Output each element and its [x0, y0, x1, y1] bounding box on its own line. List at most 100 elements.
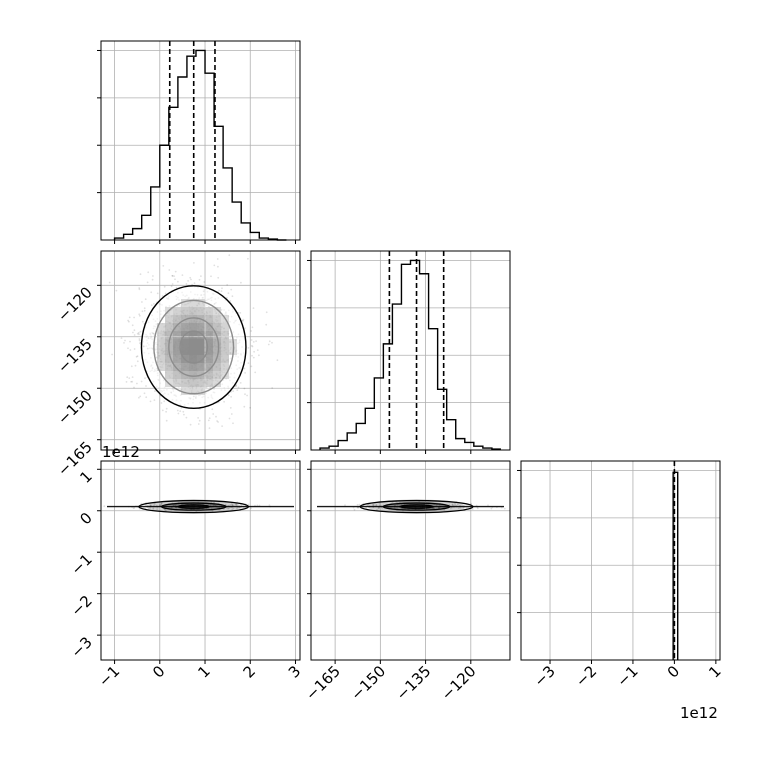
scatter-1-0-point [139, 330, 142, 333]
scatter-1-0-point [156, 292, 159, 295]
scatter-1-0-point [131, 380, 134, 383]
scatter-1-0-point [185, 416, 188, 419]
scatter-1-0-point [133, 334, 136, 336]
scatter-1-0-point [237, 386, 240, 389]
scatter-1-0-point [168, 269, 171, 271]
scatter-1-0-point [242, 318, 245, 321]
scatter-2-0-contour-2 [178, 504, 210, 509]
scatter-2-0-point [250, 507, 253, 510]
scatter-1-0-point [227, 394, 230, 397]
scatter-1-0-point [247, 362, 250, 364]
scatter-1-0-point [120, 337, 123, 339]
scatter-2-1-point [462, 507, 465, 509]
scatter-1-0-point [170, 285, 173, 288]
x-tick-label: −3 [530, 662, 558, 690]
scatter-1-0-point [190, 278, 192, 281]
scatter-2-1-point [375, 504, 378, 506]
scatter-1-0-point [130, 365, 133, 368]
x-offset-label: 1e12 [680, 704, 718, 722]
scatter-1-0-point [108, 281, 111, 284]
scatter-1-0-point [133, 329, 136, 332]
scatter-2-0-point [227, 507, 230, 510]
scatter-1-0-point [139, 395, 142, 398]
scatter-1-0-point [171, 275, 174, 277]
scatter-1-0-point [127, 319, 129, 322]
scatter-1-0-point [239, 312, 242, 314]
scatter-2-0-point [210, 501, 213, 504]
scatter-1-0 [108, 254, 279, 429]
scatter-1-0-point [217, 421, 220, 423]
scatter-1-0-point [135, 355, 138, 358]
scatter-2-0-point [234, 503, 237, 506]
scatter-1-0-point [250, 339, 253, 341]
scatter-1-0-point [111, 353, 113, 356]
scatter-1-0-point [143, 309, 146, 312]
scatter-1-0-point [208, 427, 211, 429]
scatter-2-0-point [228, 507, 230, 510]
x-tick-label: −2 [572, 662, 600, 690]
scatter-1-0-point [235, 384, 238, 387]
scatter-2-0-point [160, 503, 163, 505]
scatter-2-1-point [430, 507, 433, 510]
x-tick-label: −1 [95, 662, 123, 690]
scatter-2-0-point [153, 502, 156, 505]
scatter-1-0-point [251, 345, 254, 348]
scatter-2-1-point [431, 507, 434, 509]
scatter-1-0-point [256, 349, 259, 351]
scatter-2-0-point [170, 507, 173, 509]
scatter-2-0-contour-1 [160, 502, 227, 511]
scatter-1-0-point [271, 341, 273, 344]
scatter-1-0-point [127, 347, 129, 350]
scatter-2-0-point [207, 503, 210, 506]
scatter-1-0-point [220, 290, 223, 292]
scatter-2-1-point [400, 507, 402, 509]
scatter-1-0-point [147, 271, 150, 274]
x-tick-label: −135 [393, 662, 435, 704]
scatter-1-0-point [207, 419, 210, 422]
scatter-1-0-point [126, 376, 129, 379]
scatter-1-0-point [244, 327, 246, 329]
scatter-1-0-point [258, 354, 260, 357]
scatter-2-1-point [378, 502, 381, 505]
scatter-1-0-point [132, 331, 134, 334]
scatter-1-0-point [210, 275, 212, 278]
scatter-2-0-point [132, 507, 135, 510]
scatter-1-0-point [164, 292, 167, 295]
scatter-1-0-point [240, 281, 242, 284]
scatter-1-0-point [218, 289, 220, 292]
scatter-1-0-point [221, 287, 223, 290]
scatter-1-0-point [182, 410, 185, 413]
scatter-1-0-point [136, 382, 138, 385]
scatter-2-0-point [152, 507, 155, 509]
scatter-1-0-point [145, 385, 147, 387]
scatter-1-0-point [177, 412, 180, 415]
scatter-1-0-point [216, 258, 219, 260]
scatter-2-1-point [431, 507, 434, 509]
scatter-2-1-point [396, 504, 399, 506]
scatter-2-1-point [381, 507, 384, 509]
scatter-1-0-point [140, 380, 143, 383]
scatter-2-0-point [149, 506, 152, 509]
scatter-1-0-point [217, 276, 220, 279]
scatter-1-0-point [179, 410, 182, 412]
scatter-1-0-point [183, 413, 185, 416]
scatter-1-0-point [247, 347, 250, 349]
scatter-1-0-point [185, 283, 188, 285]
scatter-2-0-point [208, 507, 210, 510]
scatter-1-0-point [150, 291, 153, 294]
x-tick-label: 0 [149, 662, 168, 681]
x-tick-label: −1 [613, 662, 641, 690]
scatter-1-0-point [251, 326, 254, 329]
scatter-1-0-frame [100, 250, 301, 451]
scatter-1-0-point [163, 285, 166, 288]
scatter-2-0-point [212, 504, 215, 507]
y-tick-label: −165 [54, 438, 96, 480]
scatter-2-1-frame [310, 460, 511, 661]
scatter-1-0-point [146, 281, 149, 284]
scatter-1-0-point [181, 274, 184, 276]
scatter-2-1-point [470, 502, 473, 505]
scatter-1-0-point [252, 356, 255, 359]
y-tick-label: −150 [54, 386, 96, 428]
scatter-1-0-point [125, 381, 128, 383]
scatter-1-0-point [133, 316, 136, 319]
